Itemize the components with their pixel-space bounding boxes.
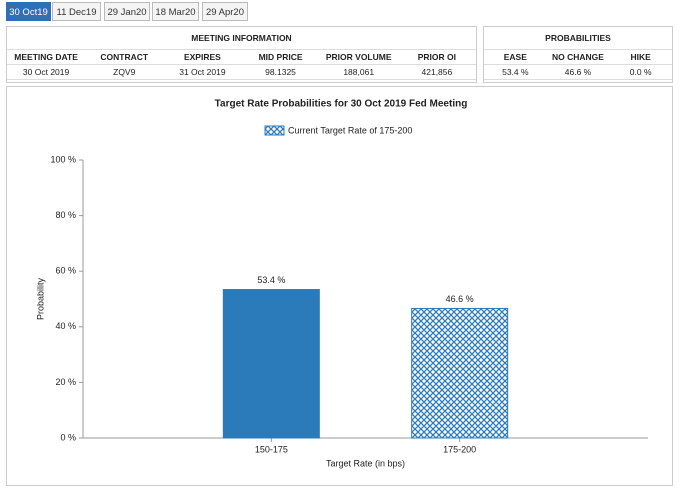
y-tick-label: 60 % [55, 266, 76, 276]
value-label: 53.4 % [257, 275, 285, 285]
column-header: PRIOR OI [397, 49, 476, 65]
column-header: MEETING DATE [7, 49, 86, 65]
x-tick-label: 150-175 [255, 444, 288, 454]
tab[interactable]: 29 Jan20 [104, 2, 150, 21]
y-tick-label: 0 % [60, 432, 76, 442]
chart-title: Target Rate Probabilities for 30 Oct 201… [215, 99, 468, 110]
column-header: PRIOR VOLUME [319, 49, 398, 65]
value-label: 46.6 % [446, 294, 474, 304]
value-row: 53.4 % 46.6 % 0.0 % [484, 64, 672, 80]
column-header: CONTRACT [85, 49, 164, 65]
cell: 46.6 % [546, 64, 610, 80]
meeting-info-box: MEETING INFORMATION MEETING DATE CONTRACT E… [6, 26, 477, 83]
cell: 188,061 [319, 64, 398, 80]
probabilities-box: PROBABILITIES EASE NO CHANGE HIKE 53.4 % 46.6… [483, 26, 673, 83]
y-tick-label: 20 % [55, 377, 76, 387]
x-axis-title: Target Rate (in bps) [326, 458, 405, 468]
tab[interactable]: 18 Mar20 [152, 2, 199, 21]
x-tick-label: 175-200 [443, 444, 476, 454]
title-row: MEETING INFORMATION [7, 27, 476, 50]
cell: 53.4 % [484, 64, 547, 80]
column-header: HIKE [609, 49, 672, 65]
y-axis-title: Probability [35, 277, 45, 320]
column-header: NO CHANGE [546, 49, 610, 65]
cell: 0.0 % [609, 64, 672, 80]
table-title: MEETING INFORMATION [7, 27, 476, 50]
y-tick-label: 40 % [55, 321, 76, 331]
value-row: 30 Oct 2019 ZQV9 31 Oct 2019 98.1325 188,061… [7, 64, 476, 80]
bar [222, 289, 320, 439]
cell: 31 Oct 2019 [163, 64, 242, 80]
header-row: EASE NO CHANGE HIKE [484, 49, 672, 65]
cell: 30 Oct 2019 [7, 64, 86, 80]
y-tick-label: 100 % [50, 154, 76, 164]
y-tick-label: 80 % [55, 210, 76, 220]
tab[interactable]: 29 Apr20 [202, 2, 248, 21]
cell: ZQV9 [85, 64, 164, 80]
header-row: MEETING DATE CONTRACT EXPIRES MID PRICE PRIO… [7, 49, 476, 65]
legend-label: Current Target Rate of 175-200 [288, 125, 412, 135]
tab[interactable]: 30 Oct19 [6, 2, 51, 21]
table-title: PROBABILITIES [484, 27, 672, 50]
column-header: EXPIRES [163, 49, 242, 65]
cell: 98.1325 [241, 64, 320, 80]
bar [411, 307, 509, 439]
legend-swatch [264, 125, 285, 136]
column-header: MID PRICE [241, 49, 320, 65]
meeting-info-table: MEETING INFORMATION MEETING DATE CONTRACT E… [7, 27, 476, 80]
title-row: PROBABILITIES [484, 27, 672, 50]
chart: Target Rate Probabilities for 30 Oct 201… [6, 86, 673, 486]
column-header: EASE [484, 49, 547, 65]
cell: 421,856 [397, 64, 476, 80]
tab[interactable]: 11 Dec19 [52, 2, 101, 21]
probabilities-table: PROBABILITIES EASE NO CHANGE HIKE 53.4 % 46.6… [484, 27, 672, 80]
